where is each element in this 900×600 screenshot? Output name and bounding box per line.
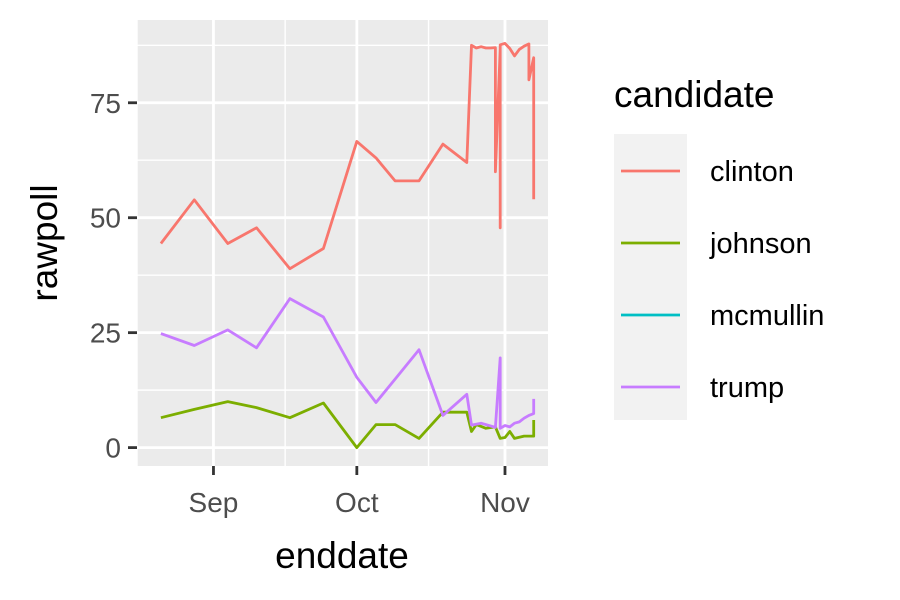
grid-lines	[136, 20, 548, 466]
legend-label-clinton: clinton	[710, 156, 794, 188]
x-tick-label: Nov	[480, 487, 530, 518]
y-axis-title: rawpoll	[24, 184, 65, 301]
x-tick-label: Oct	[335, 487, 379, 518]
series-line-clinton	[159, 42, 536, 271]
y-tick-label: 75	[90, 88, 121, 119]
legend-label-mcmullin: mcmullin	[710, 300, 824, 332]
y-tick-label: 0	[105, 433, 121, 464]
panel-background	[137, 20, 548, 466]
legend: candidate clinton johnson mcmullin trump	[614, 74, 824, 420]
legend-key-background	[614, 134, 687, 420]
y-tick-label: 25	[90, 318, 121, 349]
legend-label-johnson: johnson	[709, 228, 812, 260]
legend-label-trump: trump	[710, 372, 784, 404]
legend-title: candidate	[614, 74, 774, 115]
series-line-johnson	[160, 400, 536, 449]
y-tick-label: 50	[90, 203, 121, 234]
series-line-trump	[160, 297, 536, 430]
x-axis-title: enddate	[275, 535, 409, 576]
x-tick-label: Sep	[189, 487, 239, 518]
x-axis: Sep Oct Nov	[189, 466, 530, 518]
y-axis: 0 25 50 75	[90, 88, 137, 464]
series-lines	[159, 42, 536, 449]
